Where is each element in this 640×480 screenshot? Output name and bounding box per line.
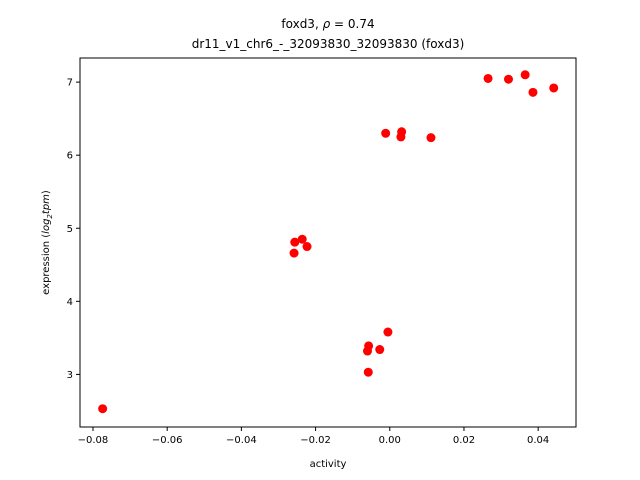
chart-title-line2: dr11_v1_chr6_-_32093830_32093830 (foxd3): [192, 37, 465, 51]
data-point: [289, 248, 299, 258]
data-point: [549, 83, 559, 93]
data-point: [98, 404, 108, 414]
x-tick-label: −0.04: [226, 435, 257, 446]
data-point: [503, 74, 513, 84]
x-tick-label: 0.02: [453, 435, 475, 446]
y-axis-ticks: 3 4 5 6 7: [67, 78, 80, 381]
data-point: [426, 133, 436, 143]
x-tick-label: −0.02: [300, 435, 331, 446]
data-point: [363, 367, 373, 377]
data-point: [520, 70, 530, 80]
x-tick-label: −0.08: [78, 435, 109, 446]
y-tick-label: 5: [67, 224, 73, 235]
x-axis-label: activity: [310, 459, 347, 470]
x-tick-label: −0.06: [152, 435, 183, 446]
y-tick-label: 7: [67, 78, 73, 89]
x-tick-label: 0.04: [527, 435, 549, 446]
data-point: [364, 341, 374, 351]
y-axis-label: expression (log2tpm): [41, 190, 54, 295]
data-point: [375, 345, 385, 355]
x-tick-label: 0.00: [379, 435, 401, 446]
chart-title-line1: foxd3, ρ = 0.74: [281, 17, 374, 31]
data-point: [302, 242, 312, 252]
y-tick-label: 6: [67, 151, 73, 162]
data-point: [397, 127, 407, 137]
data-point: [528, 87, 538, 97]
x-axis-ticks: −0.08 −0.06 −0.04 −0.02 0.00 0.02 0.04: [78, 427, 549, 446]
data-points: [98, 70, 559, 414]
data-point: [290, 237, 300, 247]
data-point: [381, 128, 391, 138]
plot-area-frame: [79, 57, 577, 428]
y-tick-label: 4: [67, 297, 73, 308]
y-tick-label: 3: [67, 370, 73, 381]
data-point: [483, 73, 493, 83]
data-point: [383, 327, 393, 337]
data-point: [297, 234, 307, 244]
